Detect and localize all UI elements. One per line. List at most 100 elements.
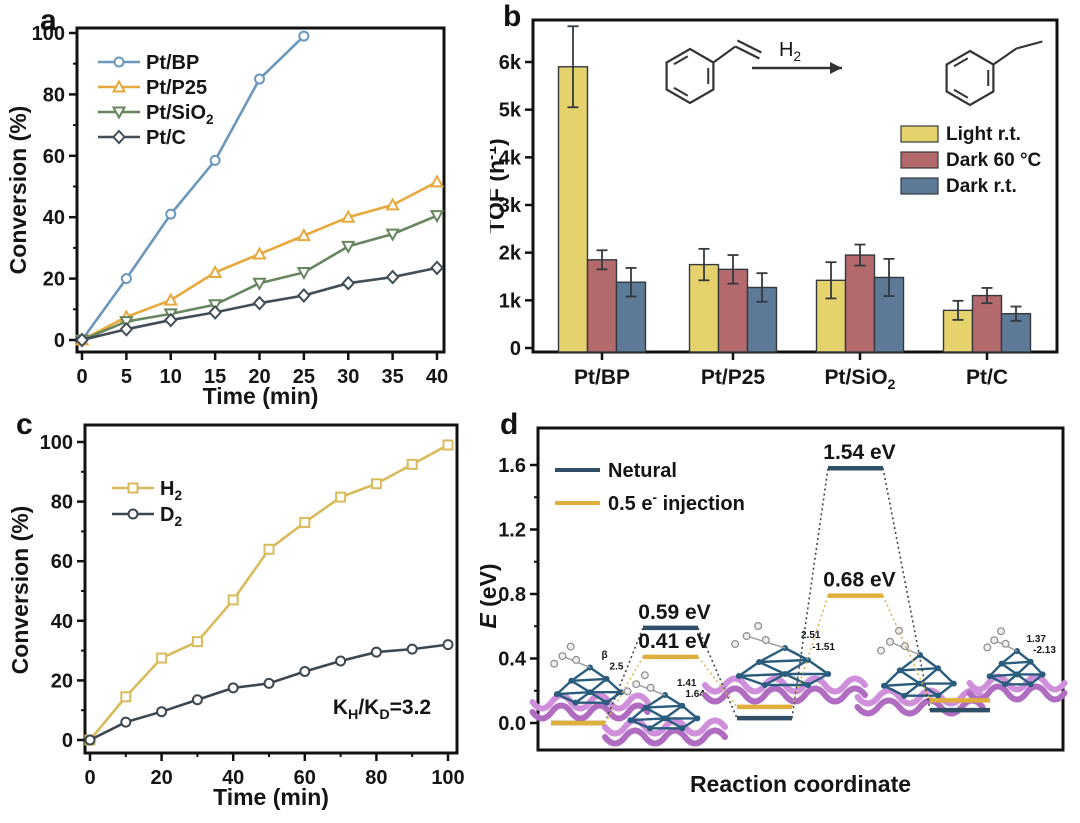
adsorbate-atom — [877, 646, 886, 655]
pt-atom — [694, 715, 701, 722]
pt-atom — [679, 702, 686, 709]
pt-atom — [782, 671, 788, 677]
x-tick-label: 80 — [365, 767, 387, 789]
pt-cluster-bond — [883, 684, 905, 697]
pt-cluster-bond — [989, 673, 1018, 678]
barrier-label: 0.68 eV — [823, 569, 895, 592]
square-marker — [156, 652, 168, 664]
triangle-up-marker — [207, 264, 223, 278]
pt-cluster-bond — [883, 682, 921, 687]
bond-length-label: 2.51 — [801, 630, 821, 641]
phosphorene-substrate — [602, 717, 728, 737]
square-marker — [263, 543, 275, 555]
x-tick-label: 40 — [426, 366, 448, 388]
y-tick-label: 40 — [43, 207, 65, 229]
pt-cluster-bond — [899, 667, 939, 672]
series-line — [81, 180, 438, 342]
pt-cluster-bond — [556, 693, 577, 704]
triangle-down-marker — [429, 210, 445, 224]
triangle-up-marker — [429, 174, 445, 188]
molecule-structure: 1.37-2.13 — [966, 627, 1068, 703]
pt-atom — [1039, 671, 1046, 678]
series-1 — [84, 639, 454, 746]
phosphorene-substrate — [702, 685, 868, 705]
pt-cluster-bond — [1000, 662, 1018, 676]
phosphorene-substrate — [529, 702, 651, 722]
legend-label: Netural — [608, 460, 677, 482]
adsorbate-atom — [983, 643, 992, 652]
adsorbate-atom — [731, 640, 740, 649]
pt-atom — [627, 717, 634, 724]
panel-a-letter: a — [40, 4, 57, 37]
phosphorene-substrate — [854, 687, 986, 707]
arrowhead — [830, 62, 842, 74]
plot-frame — [83, 423, 459, 755]
adsorbate-atom — [997, 627, 1006, 636]
axes: 0.0 0.4 0.8 1.2 1.6 — [498, 426, 1065, 752]
adsorbate-atom — [646, 683, 655, 692]
pt-atom — [986, 673, 993, 680]
y-tick-label: 80 — [51, 492, 73, 514]
pt-atom — [603, 699, 610, 706]
molecule-structure — [854, 626, 986, 717]
y-tick-label: 1.2 — [498, 520, 526, 542]
square-marker — [370, 478, 382, 490]
pt-cluster-bond — [570, 666, 591, 682]
legend-label: Pt/P25 — [146, 77, 207, 99]
legend-label: Light r.t. — [946, 124, 1021, 145]
axes: 0 20 40 60 80 100 0 20 40 60 80 100 — [40, 423, 465, 789]
pt-cluster-bond — [738, 674, 766, 687]
x-tick-label: 10 — [160, 366, 182, 388]
pt-cluster-bond — [784, 658, 809, 676]
pt-atom — [935, 692, 941, 699]
pt-atom — [761, 682, 768, 688]
pt-cluster-bond — [556, 679, 573, 695]
pt-atom — [1027, 681, 1034, 688]
circle-marker — [298, 30, 310, 42]
y-tick-label: 20 — [43, 269, 65, 291]
pt-atom — [998, 660, 1005, 667]
circle-marker — [442, 639, 454, 651]
axes: 0 20 40 60 80 100 0 5 10 15 20 25 30 35 40 — [32, 23, 449, 388]
triangle-up-marker — [163, 292, 178, 306]
legend-entry: 0.5 e- injection — [555, 490, 745, 515]
circle-marker — [165, 208, 177, 220]
pt-cluster-bond — [589, 691, 608, 704]
legend-label: Pt/C — [146, 127, 186, 149]
category-label: Pt/BP — [574, 366, 630, 389]
phosphorene-substrate — [602, 727, 728, 747]
molecule-structure: 1.411.64 — [602, 671, 728, 747]
pt-atom — [917, 680, 923, 687]
x-tick-label: 100 — [431, 767, 464, 789]
pt-cluster-bond — [1001, 660, 1031, 665]
diamond-marker — [208, 304, 222, 320]
y-tick-label: 80 — [43, 84, 65, 106]
legend-label: 0.5 e- injection — [608, 490, 745, 515]
pt-cluster-bond — [899, 654, 921, 672]
circle-marker — [335, 655, 347, 667]
pt-cluster-bond — [644, 693, 666, 709]
pt-cluster-bond — [758, 646, 786, 664]
circle-marker — [406, 643, 418, 655]
pt-cluster-bond — [556, 691, 591, 696]
legend-entry: Pt/P25 — [98, 77, 207, 99]
circle-marker — [120, 273, 132, 285]
pt-atom — [935, 665, 941, 672]
triangle-up-marker — [385, 197, 400, 211]
ethyl-bond — [1016, 40, 1043, 50]
circle-marker — [209, 154, 221, 166]
diamond-marker — [430, 260, 444, 276]
pt-atom — [568, 677, 575, 684]
panel-a-conversion-chart: 0 20 40 60 80 100 0 5 10 15 20 25 30 35 40 Time (min) Co… — [5, 23, 449, 409]
panel-b-tof-bar-chart: 0 1k 2k 3k 4k 5k 6k Pt/BP Pt/P25 Pt/SiO2 Pt/C TOF (… — [490, 18, 1059, 393]
legend-label: H2 — [160, 478, 182, 503]
square-marker — [120, 691, 132, 703]
diamond-marker — [163, 312, 178, 328]
y-axis-title: Conversion (%) — [5, 106, 31, 275]
triangle-down-marker — [111, 106, 127, 120]
y-tick-label: 60 — [43, 146, 65, 168]
circle-marker — [113, 56, 125, 68]
legend-entry: Dark r.t. — [900, 176, 1017, 197]
legend-label: Dark 60 °C — [946, 150, 1042, 171]
